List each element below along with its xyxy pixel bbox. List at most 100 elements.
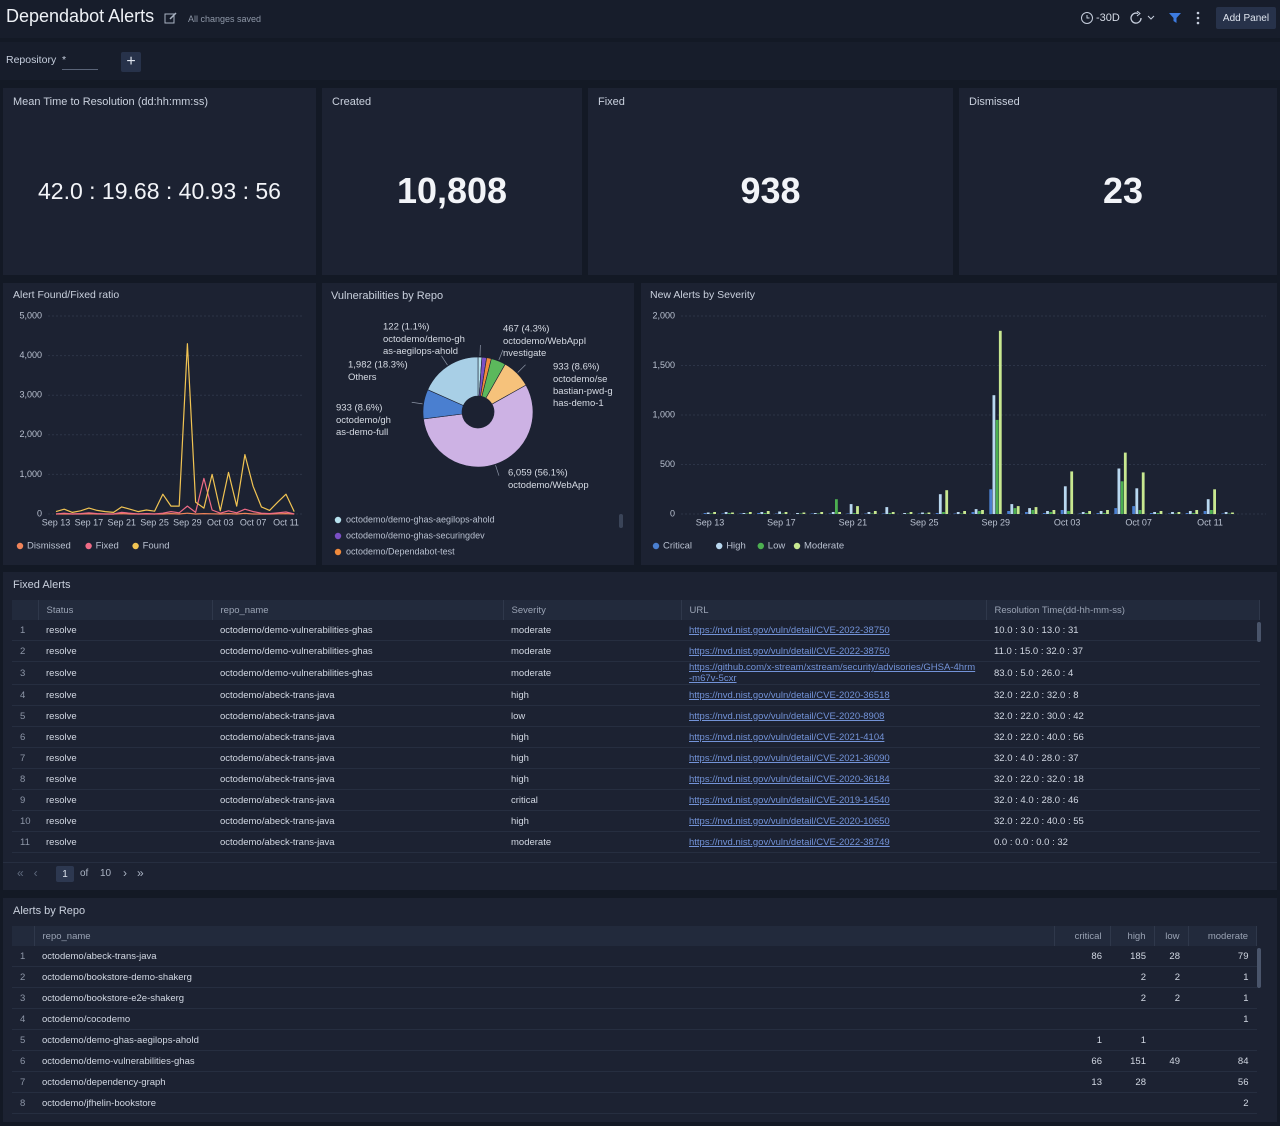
url-link[interactable]: https://nvd.nist.gov/vuln/detail/CVE-202… (689, 624, 890, 636)
legend-label[interactable]: octodemo/Dependabot-test (346, 546, 455, 556)
first-page-button[interactable]: « ‹ (17, 866, 38, 880)
url-link[interactable]: https://nvd.nist.gov/vuln/detail/CVE-202… (689, 815, 890, 827)
table-row[interactable]: 2 octodemo/bookstore-demo-shakerg 2 2 1 (12, 966, 1257, 988)
bar (1078, 513, 1082, 514)
table-row[interactable]: 3 octodemo/bookstore-e2e-shakerg 2 2 1 (12, 987, 1257, 1009)
column-header[interactable]: moderate (1188, 926, 1257, 946)
column-header[interactable]: high (1110, 926, 1155, 946)
legend-label[interactable]: Dismissed (27, 541, 71, 552)
leader-line (498, 349, 504, 361)
table-row[interactable]: 11 resolve octodemo/abeck-trans-java modera… (12, 831, 1260, 853)
row-number: 11 (12, 831, 38, 853)
column-header[interactable]: URL (681, 600, 987, 620)
url-link[interactable]: https://nvd.nist.gov/vuln/detail/CVE-202… (689, 752, 890, 764)
table-row[interactable]: 9 resolve octodemo/abeck-trans-java critica… (12, 789, 1260, 811)
bar (867, 512, 871, 514)
url-link[interactable]: https://nvd.nist.gov/vuln/detail/CVE-202… (689, 710, 885, 722)
legend-scrollbar[interactable] (619, 514, 623, 528)
more-icon[interactable] (1193, 10, 1203, 26)
table-row[interactable]: 6 resolve octodemo/abeck-trans-java high htt… (12, 726, 1260, 748)
url-link[interactable]: https://nvd.nist.gov/vuln/detail/CVE-202… (689, 731, 885, 743)
table-row[interactable]: 4 resolve octodemo/abeck-trans-java high htt… (12, 684, 1260, 706)
legend-label[interactable]: Found (143, 541, 170, 552)
table-row[interactable]: 8 resolve octodemo/abeck-trans-java high htt… (12, 768, 1260, 790)
row-number: 2 (12, 640, 38, 662)
table-row[interactable]: 3 resolve octodemo/demo-vulnerabilities-gh… (12, 661, 1260, 685)
table-scrollbar[interactable] (1257, 622, 1261, 642)
add-panel-button[interactable]: Add Panel (1216, 7, 1276, 29)
data-line (55, 477, 295, 515)
table-cell: 66 (1054, 1050, 1110, 1072)
refresh-icon[interactable] (1130, 11, 1158, 25)
edit-icon[interactable] (164, 11, 178, 25)
row-number: 8 (12, 768, 38, 790)
slice-name: octodemo/se bastian-pwd-g has-demo-1 (553, 374, 613, 409)
table-row[interactable]: 1 resolve octodemo/demo-vulnerabilities-gh… (12, 620, 1260, 641)
filter-value[interactable]: * (62, 54, 98, 70)
table-row[interactable]: 1 octodemo/abeck-trans-java 86 185 28 79 (12, 946, 1257, 967)
bar (917, 513, 921, 514)
table-row[interactable]: 8 octodemo/jfhelin-bookstore 2 (12, 1092, 1257, 1114)
url-link[interactable]: https://nvd.nist.gov/vuln/detail/CVE-202… (689, 689, 890, 701)
top-bar: Dependabot Alerts All changes saved -30D… (0, 0, 1280, 38)
column-header[interactable]: repo_name (34, 926, 1055, 946)
url-link[interactable]: https://nvd.nist.gov/vuln/detail/CVE-202… (689, 836, 890, 848)
legend-swatch (716, 542, 723, 550)
legend-label[interactable]: octodemo/demo-ghas-securingdev (346, 530, 485, 540)
url-link[interactable]: https://nvd.nist.gov/vuln/detail/CVE-202… (689, 645, 890, 657)
table-cell: https://nvd.nist.gov/vuln/detail/CVE-202… (681, 684, 986, 706)
bar (1007, 511, 1010, 514)
legend-label[interactable]: Fixed (96, 541, 119, 552)
legend-label[interactable]: Critical (663, 541, 692, 552)
table-cell: octodemo/demo-vulnerabilities-ghas (212, 661, 503, 685)
bar (760, 512, 764, 514)
bar (1177, 512, 1181, 514)
table-panel: Alerts by Repo repo_name critical high low m… (3, 898, 1277, 1122)
y-tick-label: 3,000 (19, 390, 42, 400)
filter-icon[interactable] (1168, 11, 1182, 25)
column-header[interactable]: low (1154, 926, 1189, 946)
time-range[interactable]: -30D (1096, 12, 1120, 24)
table-cell: moderate (503, 831, 681, 853)
fixed-alerts-table: Status repo_name Severity URL Resolution Tim… (12, 600, 1260, 853)
table-row[interactable]: 2 resolve octodemo/demo-vulnerabilities-gh… (12, 640, 1260, 662)
column-header[interactable]: critical (1054, 926, 1111, 946)
column-header[interactable]: Resolution Time(dd-hh-mm-ss) (986, 600, 1260, 620)
legend-label[interactable]: Low (768, 541, 786, 552)
table-row[interactable]: 7 octodemo/dependency-graph 13 28 56 (12, 1071, 1257, 1093)
bar (1227, 513, 1231, 514)
clock-icon[interactable] (1080, 11, 1094, 25)
bar (802, 512, 806, 514)
table-row[interactable]: 6 octodemo/demo-vulnerabilities-ghas 66 151… (12, 1050, 1257, 1072)
table-row[interactable]: 5 resolve octodemo/abeck-trans-java low http… (12, 705, 1260, 727)
save-status: All changes saved (188, 14, 262, 24)
legend-label[interactable]: Moderate (804, 541, 844, 552)
table-scrollbar[interactable] (1257, 948, 1261, 988)
column-header[interactable]: Severity (503, 600, 682, 620)
add-filter-button[interactable]: + (121, 52, 141, 72)
column-header[interactable]: Status (38, 600, 213, 620)
table-row[interactable]: 10 resolve octodemo/abeck-trans-java high ht… (12, 810, 1260, 832)
empty-cell (1054, 1092, 1110, 1114)
legend-swatch (652, 542, 660, 550)
legend-label[interactable]: octodemo/demo-ghas-aegilops-ahold (346, 514, 495, 524)
legend-label[interactable]: High (726, 541, 746, 552)
row-number: 6 (12, 1050, 34, 1072)
url-link[interactable]: https://nvd.nist.gov/vuln/detail/CVE-201… (689, 794, 890, 806)
table-row[interactable]: 7 resolve octodemo/abeck-trans-java high htt… (12, 747, 1260, 769)
table-row[interactable]: 5 octodemo/demo-ghas-aegilops-ahold 1 1 (12, 1029, 1257, 1051)
table-cell: https://nvd.nist.gov/vuln/detail/CVE-202… (681, 831, 986, 853)
table-row[interactable]: 4 octodemo/cocodemo 1 (12, 1008, 1257, 1030)
bar (799, 513, 803, 514)
bar (891, 512, 895, 514)
url-link[interactable]: https://nvd.nist.gov/vuln/detail/CVE-202… (689, 773, 890, 785)
column-header[interactable]: repo_name (212, 600, 504, 620)
x-tick-label: Sep 29 (981, 517, 1010, 527)
bar (956, 512, 960, 514)
url-link[interactable]: https://github.com/x-stream/xstream/secu… (689, 662, 976, 684)
next-page-button[interactable]: › » (123, 866, 144, 880)
table-cell: octodemo/abeck-trans-java (212, 789, 503, 811)
row-number: 1 (12, 620, 38, 641)
current-page[interactable]: 1 (56, 866, 74, 882)
